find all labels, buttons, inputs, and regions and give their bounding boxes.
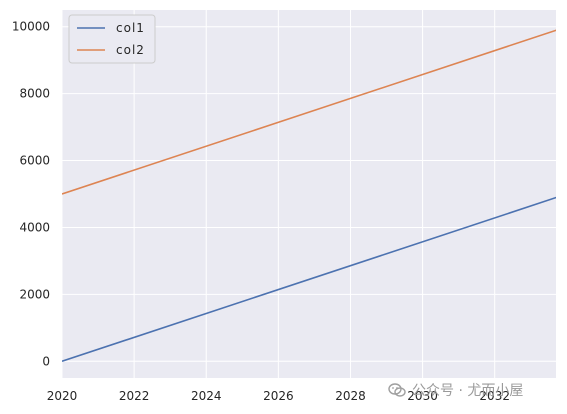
y-tick-label: 6000 xyxy=(19,154,50,168)
series-line-col2 xyxy=(62,29,556,195)
x-tick-label: 2032 xyxy=(479,389,510,403)
y-tick-label: 2000 xyxy=(19,287,50,301)
series-line-col1 xyxy=(62,196,556,363)
x-tick-label: 2022 xyxy=(119,389,150,403)
x-tick-label: 2028 xyxy=(335,389,366,403)
y-tick-label: 4000 xyxy=(19,220,50,234)
grid-lines xyxy=(61,10,556,378)
y-axis-ticks: 0 2000 4000 6000 8000 10000 xyxy=(12,20,50,369)
y-tick-label: 0 xyxy=(42,354,50,368)
watermark-text: 公众号 · 尤而小屋 xyxy=(412,383,524,399)
x-tick-label: 2024 xyxy=(191,389,222,403)
legend: col1 col2 xyxy=(68,14,156,64)
plot-area xyxy=(62,10,556,378)
legend-box xyxy=(68,14,156,64)
x-tick-label: 2030 xyxy=(407,389,438,403)
x-axis-ticks: 2020 2022 2024 2026 2028 2030 2032 xyxy=(47,389,510,403)
watermark: 公众号 · 尤而小屋 xyxy=(388,380,523,400)
y-tick-label: 8000 xyxy=(19,87,50,101)
y-tick-label: 10000 xyxy=(12,20,50,34)
x-tick-label: 2026 xyxy=(263,389,294,403)
wechat-icon xyxy=(388,383,406,397)
legend-label-col1: col1 xyxy=(116,21,145,35)
x-tick-label: 2020 xyxy=(47,389,78,403)
legend-label-col2: col2 xyxy=(116,43,145,57)
series-lines xyxy=(62,29,556,363)
